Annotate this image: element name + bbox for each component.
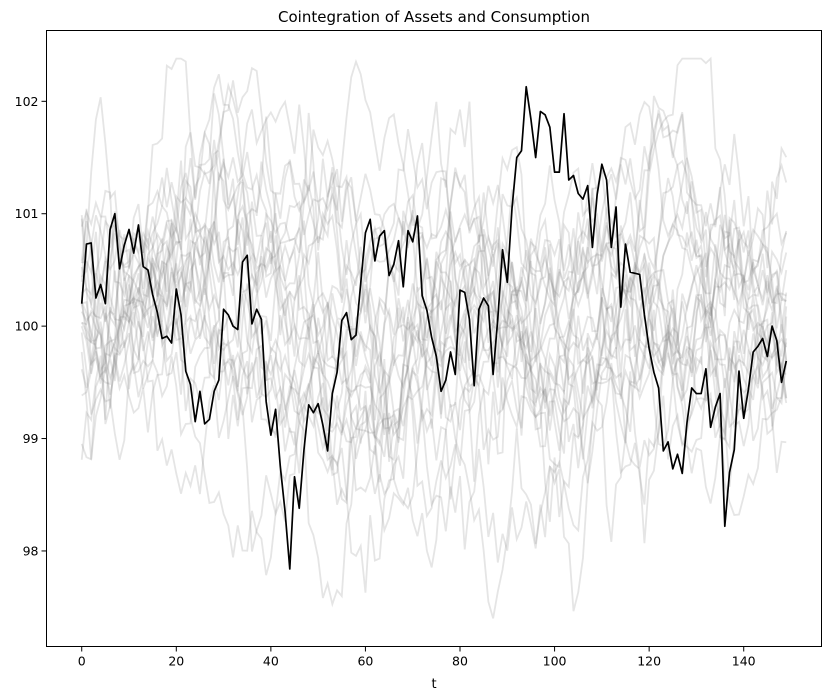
x-tick-label: 60 [357, 654, 373, 669]
background-path [80, 56, 788, 522]
background-path [81, 171, 788, 504]
background-path [80, 199, 787, 552]
y-tick-label: 100 [15, 319, 39, 334]
background-path [80, 97, 788, 460]
background-path [80, 73, 788, 542]
background-path [80, 177, 788, 414]
x-tick-label: 20 [168, 654, 184, 669]
x-axis-label: t [431, 677, 436, 692]
background-path [80, 158, 787, 415]
background-path [80, 95, 787, 460]
background-path [80, 218, 788, 619]
background-path [81, 57, 788, 454]
x-tick-label: 120 [637, 654, 661, 669]
background-path [80, 139, 788, 444]
background-path [81, 257, 788, 576]
main-series [80, 85, 788, 570]
y-tick-label: 98 [23, 543, 39, 558]
x-tick-label: 140 [732, 654, 756, 669]
x-tick-label: 100 [543, 654, 567, 669]
y-tick-label: 99 [23, 431, 39, 446]
x-tick-label: 40 [263, 654, 279, 669]
background-path [80, 221, 788, 593]
background-path [80, 162, 788, 438]
chart-title: Cointegration of Assets and Consumption [278, 8, 590, 26]
background-path [81, 142, 788, 474]
background-path [80, 116, 787, 474]
main-series-line [80, 85, 788, 570]
y-axis: 98 99 100 101 102 [15, 94, 47, 558]
x-tick-label: 80 [452, 654, 468, 669]
background-paths [80, 56, 788, 619]
background-path [80, 99, 788, 517]
plot-frame [46, 30, 822, 647]
x-tick-label: 0 [78, 654, 86, 669]
background-path [81, 145, 787, 608]
y-tick-label: 102 [15, 94, 39, 109]
x-axis: 0 20 40 60 80 100 120 140 [78, 646, 756, 669]
y-tick-label: 101 [15, 206, 39, 221]
background-path [80, 81, 788, 487]
background-path [81, 130, 788, 563]
background-path [80, 58, 788, 399]
background-path [80, 112, 788, 465]
